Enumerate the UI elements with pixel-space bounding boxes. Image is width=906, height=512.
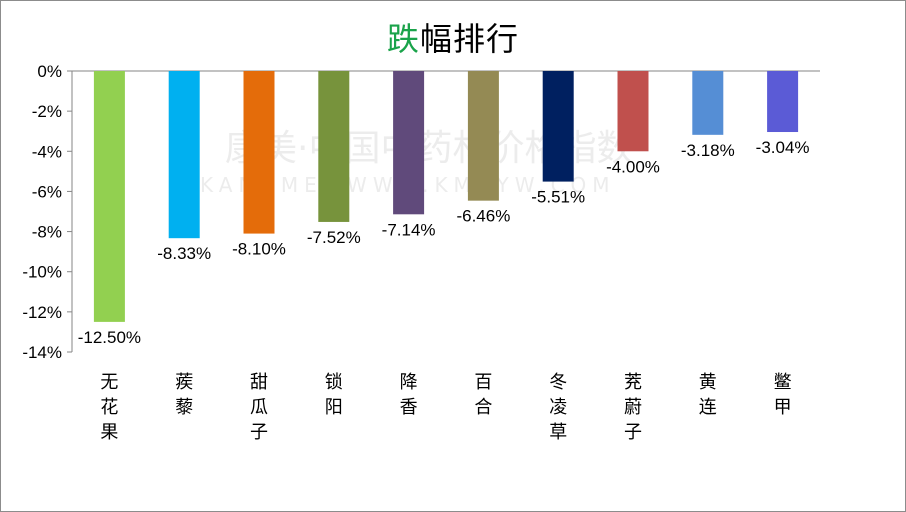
bar xyxy=(168,71,200,239)
bar xyxy=(318,71,350,222)
title-rest: 幅排行 xyxy=(420,20,520,58)
category-label: 茺蔚子 xyxy=(624,372,642,443)
bar-value-label: -8.10% xyxy=(232,240,286,259)
bar xyxy=(393,71,425,215)
category-label: 甜瓜子 xyxy=(250,372,268,443)
category-label: 冬凌草 xyxy=(549,372,567,443)
category-label: 无花果 xyxy=(100,372,118,443)
bar-value-label: -3.04% xyxy=(756,138,810,157)
category-label: 锁阳 xyxy=(325,372,343,418)
category-label: 百合 xyxy=(474,372,492,418)
bar-value-label: -5.51% xyxy=(531,188,585,207)
category-labels: 无花果 蒺藜 甜瓜子 锁阳 降香 百合 冬凌草 茺蔚子 黄连 鳖甲 xyxy=(100,372,791,443)
bar-value-label: -7.52% xyxy=(307,228,361,247)
y-tick-label: -4% xyxy=(32,142,62,161)
title-highlight: 跌 xyxy=(386,20,420,58)
bar-value-label: -12.50% xyxy=(78,328,141,347)
y-tick-label: -6% xyxy=(32,182,62,201)
y-tick-label: -10% xyxy=(22,263,62,282)
bar-value-label: -7.14% xyxy=(382,220,436,239)
bar xyxy=(617,71,649,152)
bar xyxy=(467,71,499,201)
category-label: 降香 xyxy=(400,372,418,418)
bar xyxy=(93,71,125,322)
y-tick-label: -12% xyxy=(22,303,62,322)
chart-title: 跌幅排行 xyxy=(0,14,906,60)
bar xyxy=(767,71,799,133)
bar-value-label: -4.00% xyxy=(606,157,660,176)
y-tick-label: -8% xyxy=(32,223,62,242)
bar xyxy=(243,71,275,234)
bar-value-label: -6.46% xyxy=(456,207,510,226)
bars xyxy=(93,71,799,322)
category-label: 鳖甲 xyxy=(774,372,792,418)
data-labels: -12.50% -8.33% -8.10% -7.52% -7.14% -6.46% -5.… xyxy=(78,138,810,347)
y-tick-label: -2% xyxy=(32,102,62,121)
y-tick-label: 0% xyxy=(37,62,62,81)
bar-value-label: -3.18% xyxy=(681,141,735,160)
bar xyxy=(692,71,724,135)
bar xyxy=(542,71,574,182)
y-tick-label: -14% xyxy=(22,343,62,362)
bar-value-label: -8.33% xyxy=(157,244,211,263)
category-label: 蒺藜 xyxy=(175,372,193,418)
category-label: 黄连 xyxy=(699,372,717,418)
